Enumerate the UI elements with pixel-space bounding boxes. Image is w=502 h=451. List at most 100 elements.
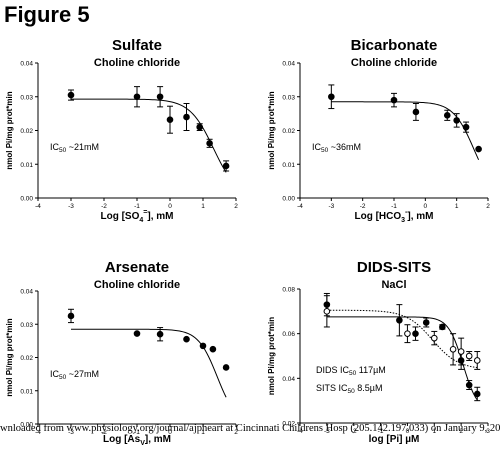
fit-curve bbox=[71, 98, 227, 173]
x-tick-label: 1 bbox=[455, 203, 459, 210]
x-tick-label: 0 bbox=[168, 429, 172, 436]
x-tick-label: -1 bbox=[134, 203, 140, 210]
x-axis-label: Log [AsV], mM bbox=[103, 434, 171, 447]
y-tick-label: 0.00 bbox=[282, 196, 295, 203]
data-point bbox=[183, 335, 190, 343]
x-tick-label: 3 bbox=[486, 428, 490, 435]
x-tick-label: -3 bbox=[328, 203, 334, 210]
data-point bbox=[390, 96, 398, 104]
y-axis-label: nmol Pi/mg prot*min bbox=[5, 91, 14, 169]
data-point bbox=[67, 312, 75, 320]
data-point bbox=[133, 330, 141, 337]
chart-subtitle: Choline chloride bbox=[351, 57, 437, 69]
data-point bbox=[222, 162, 230, 170]
data-point bbox=[443, 112, 451, 119]
x-axis-label: Log [SO4=], mM bbox=[101, 209, 174, 224]
ic50-annotation: IC50 ~21mM bbox=[50, 142, 99, 154]
data-point bbox=[199, 342, 207, 350]
data-point bbox=[473, 390, 481, 398]
data-point bbox=[156, 93, 164, 101]
x-tick-label: -4 bbox=[297, 428, 303, 435]
data-point-open bbox=[430, 334, 438, 342]
x-tick-label: -4 bbox=[35, 429, 41, 436]
data-point bbox=[439, 323, 446, 331]
data-point bbox=[396, 316, 403, 324]
chart-subtitle: Choline chloride bbox=[94, 57, 180, 69]
x-tick-label: -4 bbox=[297, 203, 303, 210]
x-tick-label: 1 bbox=[201, 429, 205, 436]
x-tick-label: 2 bbox=[234, 203, 238, 210]
x-axis-label: log [Pi] µM bbox=[369, 434, 420, 445]
x-tick-label: 2 bbox=[234, 429, 238, 436]
x-tick-label: -1 bbox=[134, 429, 140, 436]
x-tick-label: 2 bbox=[459, 428, 463, 435]
data-point bbox=[206, 140, 213, 147]
data-point-open bbox=[404, 330, 411, 337]
fit-curve bbox=[326, 316, 478, 401]
y-tick-label: 0.01 bbox=[20, 162, 33, 169]
x-tick-label: -1 bbox=[391, 203, 397, 210]
y-tick-label: 0.04 bbox=[282, 376, 295, 383]
x-tick-label: 2 bbox=[486, 203, 490, 210]
chart-subtitle: Choline chloride bbox=[94, 279, 180, 291]
y-tick-label: 0.02 bbox=[282, 421, 295, 428]
x-tick-label: -2 bbox=[101, 203, 107, 210]
data-point-open bbox=[449, 346, 457, 353]
fit-curve bbox=[326, 309, 478, 369]
data-point bbox=[67, 91, 75, 99]
data-point bbox=[475, 145, 482, 153]
ic50-annotation: IC50 ~36mM bbox=[312, 142, 361, 154]
chart-title: Arsenate bbox=[105, 259, 169, 276]
data-point-open bbox=[473, 357, 481, 364]
data-point-open bbox=[323, 308, 331, 315]
y-tick-label: 0.04 bbox=[20, 61, 33, 68]
chart-panel: DIDS-SITS NaCl 0.02 0.04 0.06 0.08 -4 -3 -2 -1 0 1 2… bbox=[267, 259, 490, 445]
x-tick-label: 1 bbox=[432, 428, 436, 435]
y-tick-label: 0.03 bbox=[20, 322, 33, 329]
y-axis-label: nmol Pi/mg prot*min bbox=[267, 91, 276, 169]
ic50-annotation: IC50 ~27mM bbox=[50, 369, 99, 381]
x-tick-label: -3 bbox=[324, 428, 330, 435]
y-tick-label: 0.04 bbox=[20, 289, 33, 296]
y-tick-label: 0.00 bbox=[20, 422, 33, 429]
ic50-annotation: SITS IC50 8.5µM bbox=[316, 383, 382, 395]
y-tick-label: 0.01 bbox=[282, 162, 295, 169]
figure-title: Figure 5 bbox=[4, 2, 90, 27]
x-tick-label: -2 bbox=[351, 428, 357, 435]
data-point bbox=[462, 123, 470, 131]
data-point bbox=[183, 113, 190, 121]
data-point bbox=[453, 117, 460, 124]
data-point bbox=[412, 330, 419, 337]
data-point bbox=[133, 93, 141, 101]
y-tick-label: 0.08 bbox=[282, 287, 295, 294]
data-point bbox=[156, 330, 164, 338]
chart-title: Sulfate bbox=[112, 37, 162, 54]
chart-panel: Arsenate Choline chloride 0.00 0.01 0.02 0.03… bbox=[5, 259, 238, 447]
data-point-open bbox=[457, 348, 465, 355]
y-tick-label: 0.01 bbox=[20, 388, 33, 395]
y-axis-label: nmol Pi/mg prot*min bbox=[267, 317, 276, 395]
data-point-open bbox=[465, 352, 473, 360]
chart-panel: Bicarbonate Choline chloride 0.00 0.01 0.02 0… bbox=[267, 37, 490, 224]
download-footer: wnloaded from www.physiology.org/journal… bbox=[0, 423, 501, 434]
data-point bbox=[328, 93, 335, 101]
y-tick-label: 0.04 bbox=[282, 61, 295, 68]
x-tick-label: -3 bbox=[68, 203, 74, 210]
y-tick-label: 0.02 bbox=[282, 128, 295, 135]
data-point bbox=[196, 123, 203, 131]
x-axis-label: Log [HCO3-], mM bbox=[354, 209, 433, 224]
y-tick-label: 0.03 bbox=[20, 94, 33, 101]
data-point bbox=[222, 364, 230, 371]
y-tick-label: 0.03 bbox=[282, 94, 295, 101]
x-tick-label: 0 bbox=[168, 203, 172, 210]
data-point bbox=[209, 345, 217, 353]
x-tick-label: 0 bbox=[406, 428, 410, 435]
chart-title: DIDS-SITS bbox=[357, 259, 431, 276]
data-point bbox=[465, 381, 473, 389]
data-point bbox=[166, 116, 174, 123]
y-tick-label: 0.02 bbox=[20, 128, 33, 135]
chart-panel: Sulfate Choline chloride 0.00 0.01 0.02 0.03 0… bbox=[5, 37, 238, 224]
y-tick-label: 0.06 bbox=[282, 331, 295, 338]
chart-title: Bicarbonate bbox=[351, 37, 438, 54]
